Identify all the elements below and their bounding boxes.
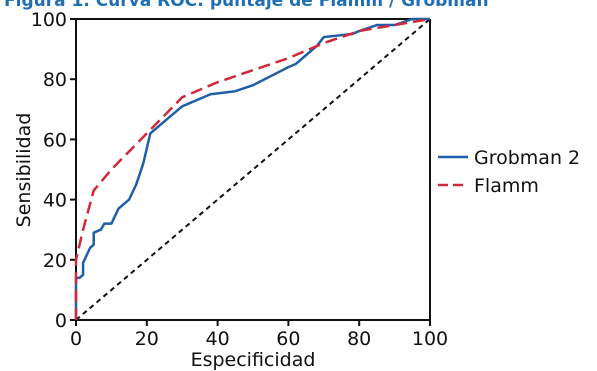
y-tick-label: 20 xyxy=(43,250,67,272)
x-axis-label: Especificidad xyxy=(191,349,316,371)
legend-label: Grobman 2 xyxy=(474,147,580,169)
y-tick-label: 40 xyxy=(43,190,67,212)
x-tick-label: 60 xyxy=(276,328,300,350)
x-tick-label: 80 xyxy=(347,328,371,350)
y-tick-label: 80 xyxy=(43,69,67,91)
reference-line xyxy=(75,18,431,321)
series-line xyxy=(74,17,430,320)
chart-title: Figura 1. Curva ROC: puntaje de Flamm / … xyxy=(4,0,489,11)
y-tick-label: 100 xyxy=(31,9,67,31)
x-tick-label: 40 xyxy=(206,328,230,350)
series-line xyxy=(74,17,431,320)
x-tick-label: 0 xyxy=(70,328,82,350)
legend-label: Flamm xyxy=(474,175,539,197)
y-tick-label: 60 xyxy=(43,129,67,151)
x-tick-label: 100 xyxy=(412,328,448,350)
y-tick-label: 0 xyxy=(55,310,67,332)
x-tick-label: 20 xyxy=(135,328,159,350)
y-axis-label: Sensibilidad xyxy=(13,113,35,228)
